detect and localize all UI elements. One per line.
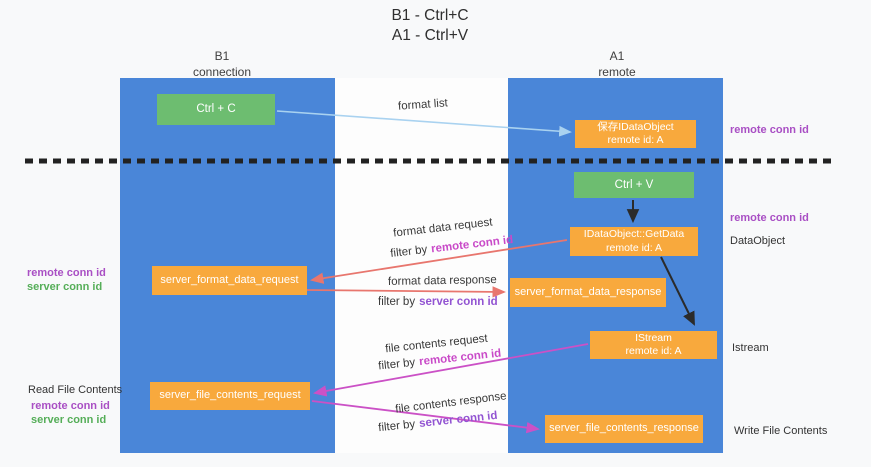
server-format-data-response-box: server_format_data_response	[510, 278, 666, 307]
left-server-conn-id-label-1: server conn id	[27, 281, 103, 293]
idataobject-getdata-box: IDataObject::GetData remote id: A	[570, 227, 698, 256]
read-file-contents-label: Read File Contents	[28, 384, 123, 396]
ctrl-c-box: Ctrl + C	[157, 94, 275, 125]
diagram-title-line1: B1 - Ctrl+C	[391, 7, 469, 24]
filter-by-text: filter by	[378, 296, 416, 308]
ctrl-c-label: Ctrl + C	[196, 103, 236, 116]
left-remote-conn-id-label-2: remote conn id	[31, 400, 110, 412]
save-idataobject-box: 保存IDataObject remote id: A	[575, 120, 696, 148]
server-conn-id-highlight: server conn id	[419, 296, 498, 308]
write-file-contents-label: Write File Contents	[734, 425, 828, 437]
save-idataobject-line1: 保存IDataObject	[597, 120, 674, 133]
server-format-data-response-label: server_format_data_response	[514, 285, 662, 298]
istream-box: IStream remote id: A	[590, 331, 717, 359]
server-file-contents-request-label: server_file_contents_request	[159, 389, 301, 402]
server-file-contents-request-box: server_file_contents_request	[150, 382, 310, 410]
istream-line2: remote id: A	[625, 345, 682, 357]
idataobject-getdata-line1: IDataObject::GetData	[583, 228, 685, 241]
right-column-header: A1 remote	[557, 49, 677, 80]
server-file-contents-response-box: server_file_contents_response	[545, 415, 703, 443]
left-conn-id-group-2: remote conn id server conn id	[31, 399, 110, 427]
right-remote-conn-id-label-2: remote conn id	[730, 212, 809, 224]
server-format-data-request-label: server_format_data_request	[160, 273, 299, 286]
right-column-name: A1	[609, 49, 625, 63]
dataobject-margin-label: DataObject	[730, 235, 786, 247]
ctrl-v-label: Ctrl + V	[614, 178, 654, 191]
ctrl-v-box: Ctrl + V	[574, 172, 694, 198]
format-data-response-label: format data response	[387, 274, 497, 288]
istream-line1: IStream	[635, 331, 672, 344]
right-column-role: remote	[598, 64, 636, 79]
left-remote-conn-id-label-1: remote conn id	[27, 267, 106, 279]
left-column-name: B1	[214, 49, 230, 63]
istream-margin-label: Istream	[732, 342, 769, 354]
idataobject-getdata-line2: remote id: A	[605, 241, 663, 254]
right-remote-conn-id-label-1: remote conn id	[730, 124, 809, 136]
diagram-title-line2: A1 - Ctrl+V	[391, 27, 469, 45]
left-column-role: connection	[192, 64, 252, 79]
left-conn-id-group-1: remote conn id server conn id	[27, 266, 106, 294]
server-format-data-request-box: server_format_data_request	[152, 266, 307, 295]
left-column-header: B1 connection	[162, 49, 282, 80]
save-idataobject-line2: remote id: A	[607, 134, 664, 146]
left-server-conn-id-label-2: server conn id	[31, 414, 107, 426]
diagram-title: B1 - Ctrl+C A1 - Ctrl+V	[391, 6, 468, 47]
filter-by-server-conn-id-label-1: filter by server conn id	[378, 296, 498, 308]
server-file-contents-response-label: server_file_contents_response	[549, 422, 699, 435]
